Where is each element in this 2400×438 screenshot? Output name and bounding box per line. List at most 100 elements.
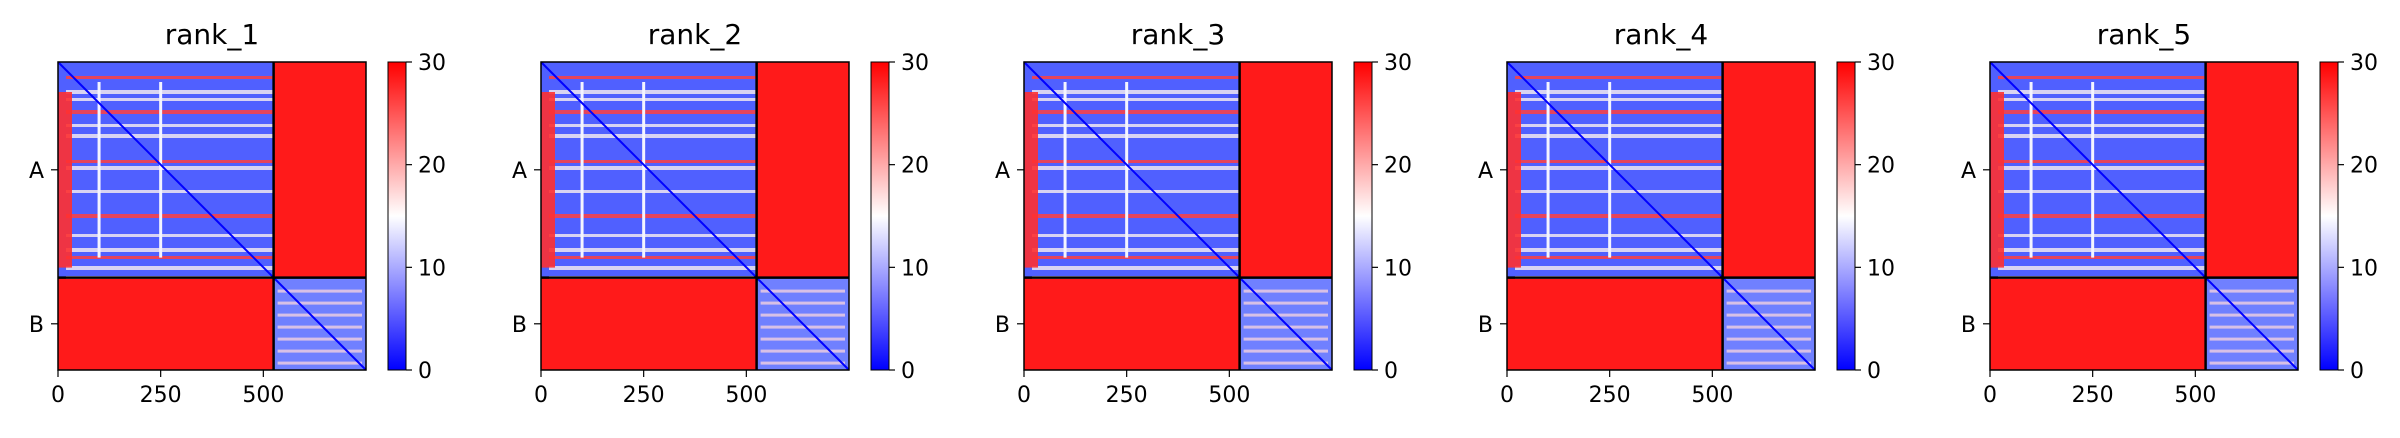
x-tick-label: 500 (1208, 383, 1250, 408)
heatmap-band (549, 134, 757, 138)
heatmap-band (1998, 266, 2206, 270)
plot-frame (1989, 61, 2299, 371)
colorbar (2319, 61, 2339, 371)
colorbar-tick-label: 10 (418, 256, 446, 281)
heatmap-band (760, 313, 845, 317)
heatmap-band (66, 76, 274, 79)
heatmap-band (1998, 256, 2206, 259)
heatmap-band (1032, 234, 1240, 237)
heatmap-band (1998, 248, 2206, 252)
heatmap-band (1243, 313, 1328, 317)
x-tick-label: 250 (623, 383, 665, 408)
colorbar-tick-label: 20 (1867, 154, 1895, 179)
colorbar-tick-label: 0 (2350, 359, 2364, 384)
heatmap-band (1515, 234, 1723, 237)
heatmap-band (66, 256, 274, 259)
heatmap-band (1032, 160, 1240, 163)
heatmap-band (1243, 289, 1328, 293)
colorbar-tick-label: 0 (418, 359, 432, 384)
colorbar (1353, 61, 1373, 371)
heatmap-band (1032, 134, 1240, 138)
heatmap-band (1032, 110, 1240, 114)
x-tick-label: 500 (242, 383, 284, 408)
y-tick-label: B (512, 313, 527, 338)
heatmap-band (1032, 98, 1240, 101)
heatmap-band (549, 266, 757, 270)
heatmap-band (541, 92, 555, 268)
x-tick-label: 500 (1691, 383, 1733, 408)
x-tick-label: 500 (2174, 383, 2216, 408)
heatmap-panel-2: rank_2 A B 0 250 500 0 10 20 30 (512, 18, 929, 408)
heatmap-band (66, 134, 274, 138)
heatmap-band (1726, 289, 1811, 293)
colorbar-tick-label: 10 (2350, 256, 2378, 281)
colorbar-tick-label: 0 (901, 359, 915, 384)
panel-title: rank_2 (648, 18, 742, 51)
heatmap-band (66, 266, 274, 270)
heatmap-band (549, 256, 757, 259)
heatmap-band (1515, 190, 1723, 193)
heatmap-band (277, 337, 362, 341)
heatmap-band (1507, 92, 1521, 268)
heatmap-band (1515, 160, 1723, 163)
heatmap-band (58, 92, 72, 268)
heatmap-band (1125, 82, 1129, 258)
heatmap-band (1608, 82, 1612, 258)
heatmap-panel-3: rank_3 A B 0 250 500 0 10 20 30 (995, 18, 1412, 408)
heatmap-band (97, 82, 101, 258)
heatmap-diagonal (1506, 61, 1816, 371)
heatmap-band (760, 361, 845, 365)
x-tick-label: 500 (725, 383, 767, 408)
heatmap-band (1515, 98, 1723, 101)
heatmap-band (1032, 266, 1240, 270)
panel-title: rank_3 (1131, 18, 1225, 51)
colorbar-tick-label: 10 (1867, 256, 1895, 281)
heatmap-band (1546, 82, 1550, 258)
heatmap-panel-1: rank_1 A B 0 250 500 0 10 20 30 (29, 18, 446, 408)
heatmap-band (549, 234, 757, 237)
heatmap-band (760, 349, 845, 353)
heatmap-band (1998, 90, 2206, 94)
heatmap-band (2209, 349, 2294, 353)
heatmap-band (549, 248, 757, 252)
colorbar-tick-label: 30 (2350, 51, 2378, 76)
heatmap-band (1515, 124, 1723, 127)
heatmap-band (66, 190, 274, 193)
heatmap-band (2091, 82, 2095, 258)
heatmap-band (1726, 337, 1811, 341)
heatmap-band (66, 214, 274, 218)
plot-frame (57, 61, 367, 371)
heatmap-band (1515, 166, 1723, 170)
x-tick-label: 250 (1106, 383, 1148, 408)
heatmap-band (1024, 92, 1038, 268)
heatmap-band (1243, 349, 1328, 353)
heatmap-band (1998, 190, 2206, 193)
colorbar-tick-label: 20 (418, 154, 446, 179)
colorbar-tick-label: 30 (1867, 51, 1895, 76)
heatmap-band (1515, 110, 1723, 114)
colorbar-tick-label: 30 (901, 51, 929, 76)
heatmap-panel-4: rank_4 A B 0 250 500 0 10 20 30 (1478, 18, 1895, 408)
heatmap-band (277, 325, 362, 329)
heatmap-band (1726, 361, 1811, 365)
heatmap-band (2209, 337, 2294, 341)
heatmap-band (1515, 76, 1723, 79)
heatmap-band (66, 166, 274, 170)
heatmap-band (1726, 325, 1811, 329)
x-tick-label: 0 (534, 383, 548, 408)
heatmap-band (66, 234, 274, 237)
heatmap-band (1243, 325, 1328, 329)
heatmap-band (66, 110, 274, 114)
x-tick-label: 250 (140, 383, 182, 408)
y-tick-label: A (29, 159, 44, 184)
heatmap-band (1998, 166, 2206, 170)
colorbar (387, 61, 407, 371)
heatmap-band (66, 98, 274, 101)
heatmap-band (1032, 76, 1240, 79)
heatmap-band (1726, 349, 1811, 353)
heatmap-band (549, 160, 757, 163)
heatmap-band (1515, 256, 1723, 259)
colorbar (870, 61, 890, 371)
heatmap-band (1032, 190, 1240, 193)
